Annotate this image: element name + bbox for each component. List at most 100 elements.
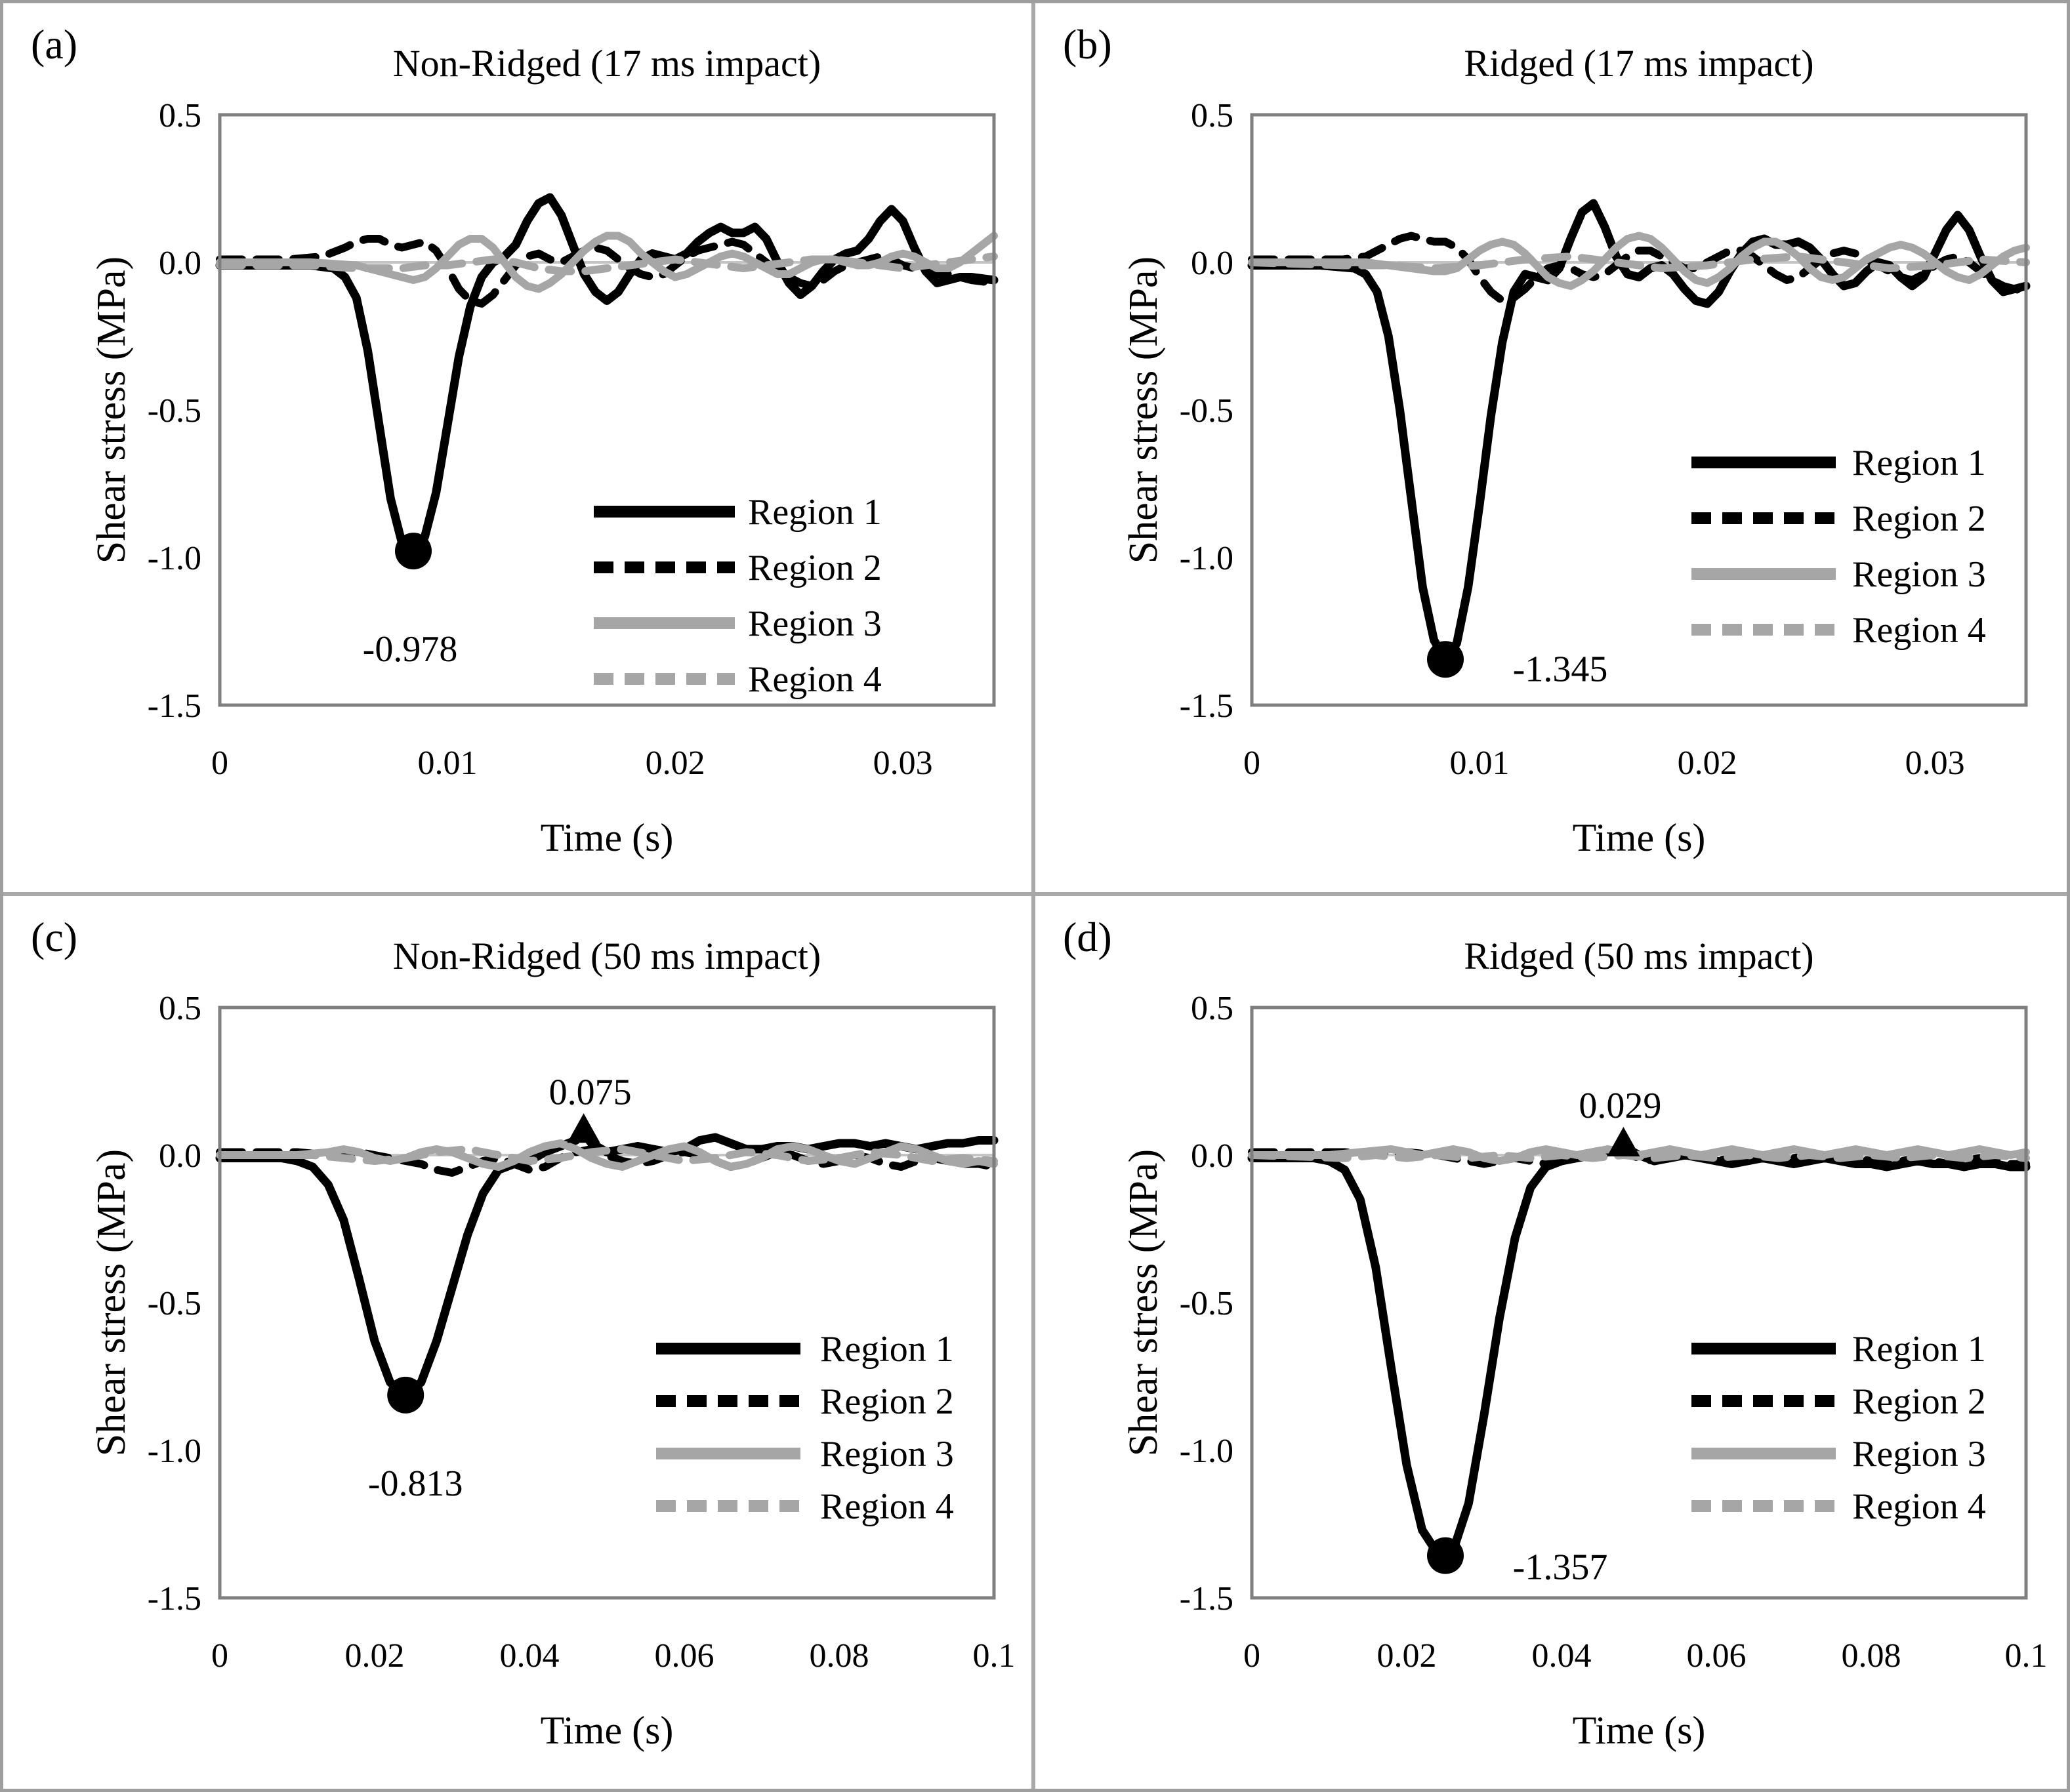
plot-border xyxy=(218,1006,996,1600)
annotation-label: 0.029 xyxy=(1579,1086,1661,1126)
x-tick-label: 0 xyxy=(211,1637,228,1675)
x-tick-label: 0.02 xyxy=(1377,1637,1437,1675)
chart-title: Ridged (50 ms impact) xyxy=(1464,935,1814,977)
x-tick-label: 0.04 xyxy=(500,1637,560,1675)
annotation-label: -1.357 xyxy=(1513,1547,1608,1588)
x-tick-label: 0.06 xyxy=(1687,1637,1747,1675)
x-tick-label: 0.01 xyxy=(418,744,478,782)
legend-label: Region 4 xyxy=(1852,1486,1986,1527)
x-tick-label: 0 xyxy=(1243,744,1260,782)
y-axis-title: Shear stress (MPa) xyxy=(89,256,134,564)
x-tick-label: 0.06 xyxy=(655,1637,714,1675)
y-tick-label: -0.5 xyxy=(1180,1285,1233,1322)
plot-border xyxy=(1250,1006,2028,1600)
extremum-marker-circle xyxy=(395,533,432,570)
legend-label: Region 2 xyxy=(748,548,882,588)
x-tick-label: 0.03 xyxy=(873,744,933,782)
y-tick-label: -1.5 xyxy=(148,1580,201,1618)
chart-canvas-b: -1.345 0.5 0.0 -0.5 -1.0 -1.5 0 0.01 0.02 0.03 Reg… xyxy=(1180,97,2031,782)
x-tick-label: 0.02 xyxy=(646,744,705,782)
y-tick-label: -1.5 xyxy=(1180,687,1233,725)
y-tick-label: -1.5 xyxy=(148,687,201,725)
panel-c: -0.813 0.075 0.5 0.0 -0.5 -1.0 -1.5 0 0.02 0.04 0.… xyxy=(3,896,1035,1789)
peak-marker-triangle xyxy=(567,1113,600,1143)
annotation-label: -0.978 xyxy=(363,629,458,670)
x-axis-title: Time (s) xyxy=(1572,1709,1706,1752)
x-tick-label: 0.08 xyxy=(1842,1637,1901,1675)
y-tick-label: -1.0 xyxy=(1180,1433,1233,1470)
y-tick-label: -0.5 xyxy=(148,1285,201,1322)
annotation-label: -1.345 xyxy=(1513,649,1608,689)
legend-label: Region 4 xyxy=(1852,610,1986,651)
y-tick-label: 0.5 xyxy=(159,990,201,1027)
x-tick-label: 0.04 xyxy=(1532,1637,1592,1675)
panel-letter: (d) xyxy=(1063,914,1112,960)
x-tick-label: 0 xyxy=(211,744,228,782)
plot-border xyxy=(1250,113,2028,707)
x-tick-label: 0.1 xyxy=(2005,1637,2048,1675)
series-line-region-4 xyxy=(1248,1151,2030,1162)
series-line-region-3 xyxy=(216,232,998,293)
plot-border xyxy=(218,113,996,707)
x-axis-title: Time (s) xyxy=(540,1709,674,1752)
chart-title: Non-Ridged (17 ms impact) xyxy=(392,42,821,85)
extremum-marker-circle xyxy=(1427,1537,1464,1574)
series-line-region-4 xyxy=(216,253,998,275)
chart-title: Non-Ridged (50 ms impact) xyxy=(392,935,821,977)
x-tick-label: 0.03 xyxy=(1905,744,1965,782)
y-tick-label: -1.0 xyxy=(148,1433,201,1470)
legend-label: Region 2 xyxy=(820,1381,954,1422)
legend-label: Region 1 xyxy=(820,1329,954,1370)
extremum-marker-circle xyxy=(1427,641,1464,678)
series-line-region-4 xyxy=(216,1145,998,1165)
legend-label: Region 1 xyxy=(748,492,882,533)
y-tick-label: 0.5 xyxy=(1191,97,1233,134)
series-line-region-3 xyxy=(1248,232,2030,290)
chart-canvas-c: -0.813 0.075 0.5 0.0 -0.5 -1.0 -1.5 0 0.02 0.04 0.… xyxy=(148,990,1016,1675)
y-tick-label: -1.0 xyxy=(1180,540,1233,577)
y-tick-label: -1.0 xyxy=(148,540,201,577)
y-axis-title: Shear stress (MPa) xyxy=(89,1149,134,1457)
annotation-label: -0.813 xyxy=(368,1463,463,1504)
legend-label: Region 4 xyxy=(820,1486,954,1527)
panel-a: -0.978 0.5 0.0 -0.5 -1.0 -1.5 0 0.01 0.02 0.03 Reg… xyxy=(3,3,1035,896)
legend-label: Region 2 xyxy=(1852,1381,1986,1422)
x-tick-label: 0.02 xyxy=(345,1637,405,1675)
extremum-marker-circle xyxy=(387,1376,424,1414)
chart-canvas-a: -0.978 0.5 0.0 -0.5 -1.0 -1.5 0 0.01 0.02 0.03 Reg… xyxy=(148,97,999,782)
panel-letter: (c) xyxy=(31,914,78,960)
y-tick-label: -0.5 xyxy=(1180,392,1233,430)
series-line-region-4 xyxy=(1248,253,2030,272)
x-tick-label: 0.02 xyxy=(1678,744,1737,782)
series-line-region-3 xyxy=(1248,1145,2030,1165)
legend-label: Region 3 xyxy=(1852,1434,1986,1475)
x-axis-title: Time (s) xyxy=(540,816,674,859)
x-tick-label: 0.08 xyxy=(810,1637,869,1675)
series-line-region-2 xyxy=(216,1145,998,1177)
annotation-label: 0.075 xyxy=(549,1072,632,1112)
chart-title: Ridged (17 ms impact) xyxy=(1464,42,1814,85)
x-axis-title: Time (s) xyxy=(1572,816,1706,859)
legend-label: Region 3 xyxy=(748,603,882,644)
peak-marker-triangle xyxy=(1607,1126,1640,1156)
legend-label: Region 3 xyxy=(1852,554,1986,595)
y-axis-title: Shear stress (MPa) xyxy=(1121,1149,1166,1457)
y-tick-label: -0.5 xyxy=(148,392,201,430)
x-tick-label: 0.1 xyxy=(973,1637,1016,1675)
y-tick-label: 0.0 xyxy=(1191,245,1233,282)
panel-letter: (b) xyxy=(1063,21,1112,68)
chart-canvas-d: -1.357 0.029 0.5 0.0 -0.5 -1.0 -1.5 0 0.02 0.04 0.… xyxy=(1180,990,2048,1675)
y-tick-label: 0.5 xyxy=(1191,990,1233,1027)
legend-label: Region 4 xyxy=(748,659,882,700)
y-axis-title: Shear stress (MPa) xyxy=(1121,256,1166,564)
y-tick-label: 0.0 xyxy=(159,1137,201,1175)
panel-letter: (a) xyxy=(31,21,78,68)
x-tick-label: 0 xyxy=(1243,1637,1260,1675)
panel-b: -1.345 0.5 0.0 -0.5 -1.0 -1.5 0 0.01 0.02 0.03 Reg… xyxy=(1035,3,2067,896)
panel-d: -1.357 0.029 0.5 0.0 -0.5 -1.0 -1.5 0 0.02 0.04 0.… xyxy=(1035,896,2067,1789)
y-tick-label: -1.5 xyxy=(1180,1580,1233,1618)
series-line-region-2 xyxy=(216,235,998,308)
legend-label: Region 3 xyxy=(820,1434,954,1475)
y-tick-label: 0.0 xyxy=(1191,1137,1233,1175)
